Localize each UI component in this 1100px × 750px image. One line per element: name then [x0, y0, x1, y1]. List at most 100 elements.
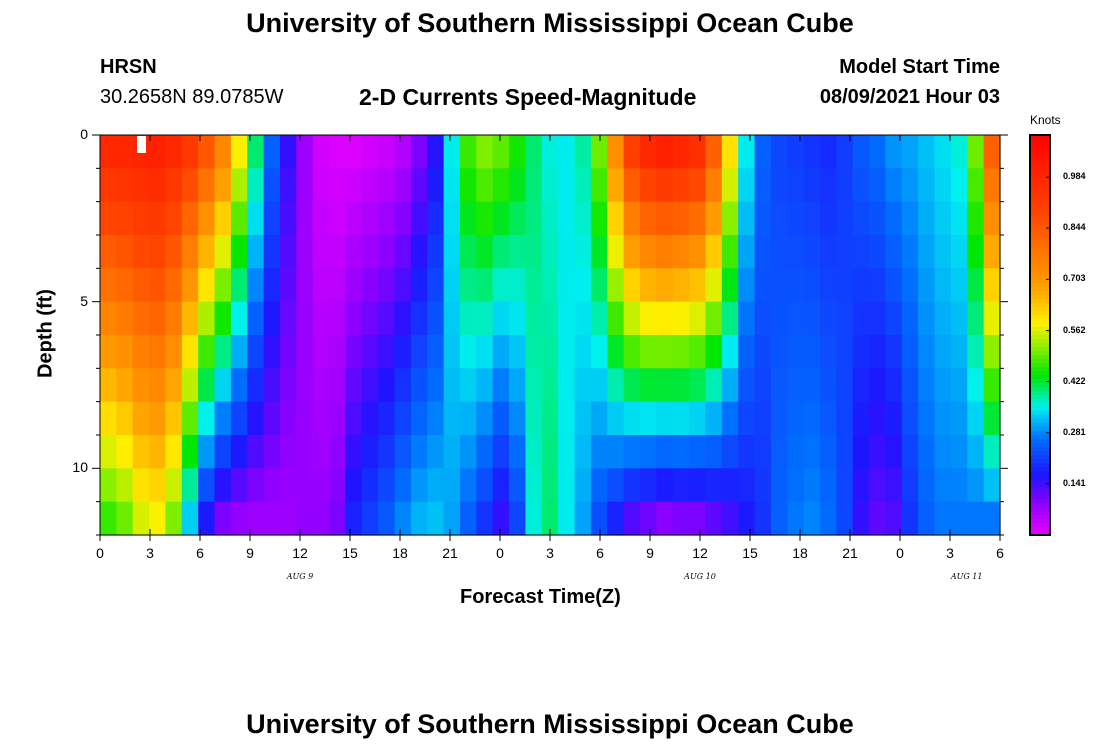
heatmap-cell — [460, 335, 477, 369]
heatmap-cell — [672, 235, 690, 269]
x-tick-label: 15 — [342, 545, 358, 561]
heatmap-cell — [983, 435, 1001, 469]
heatmap-cell — [934, 401, 952, 436]
heatmap-cell — [640, 435, 657, 469]
heatmap-cell — [656, 301, 674, 336]
heatmap-cell — [149, 235, 167, 269]
heatmap-cell — [312, 235, 330, 269]
heatmap-cell — [230, 368, 248, 403]
heatmap-cell — [640, 268, 657, 303]
heatmap-cell — [230, 268, 248, 303]
colorbar-step — [1030, 435, 1050, 440]
heatmap-cell — [754, 301, 772, 336]
colorbar-step — [1030, 203, 1050, 208]
heatmap-cell — [918, 235, 936, 269]
heatmap-cell — [574, 235, 592, 269]
heatmap-cell — [165, 301, 183, 336]
heatmap-cell — [476, 135, 494, 169]
heatmap-cell — [885, 235, 903, 269]
heatmap-cell — [836, 335, 854, 369]
heatmap-cell — [950, 501, 968, 536]
heatmap-cell — [132, 201, 150, 236]
heatmap-cell — [410, 168, 428, 203]
heatmap-cell — [492, 368, 510, 403]
heatmap-cell — [427, 368, 445, 403]
colorbar-step — [1030, 155, 1050, 160]
heatmap-cell — [803, 268, 821, 303]
heatmap-cell — [280, 468, 297, 503]
heatmap-cell — [263, 401, 281, 436]
heatmap-cell — [132, 301, 150, 336]
heatmap-cell — [460, 135, 477, 169]
heatmap-cell — [263, 135, 281, 169]
heatmap-cell — [640, 201, 657, 236]
heatmap-cell — [918, 201, 936, 236]
colorbar-step — [1030, 163, 1050, 168]
y-tick-label: 0 — [80, 126, 88, 142]
heatmap-cell — [770, 268, 788, 303]
heatmap-cell — [541, 301, 559, 336]
colorbar-step — [1030, 503, 1050, 508]
heatmap-cell — [623, 335, 641, 369]
heatmap-cell — [329, 468, 347, 503]
heatmap-cell — [705, 501, 723, 536]
heatmap-cell — [574, 201, 592, 236]
heatmap-cell — [361, 335, 379, 369]
heatmap-cell — [378, 368, 396, 403]
heatmap-cell — [640, 501, 657, 536]
heatmap-cell — [852, 435, 870, 469]
heatmap-cell — [149, 268, 167, 303]
heatmap-cell — [329, 501, 347, 536]
colorbar-label: 0.844 — [1063, 222, 1086, 233]
heatmap-cell — [214, 235, 232, 269]
heatmap-cell — [836, 301, 854, 336]
heatmap-cell — [541, 501, 559, 536]
colorbar-step — [1030, 495, 1050, 500]
heatmap-cell — [967, 368, 985, 403]
heatmap-cell — [181, 335, 199, 369]
heatmap-cell — [967, 435, 985, 469]
heatmap-cell — [820, 435, 837, 469]
heatmap-cell — [934, 168, 952, 203]
heatmap-cell — [754, 201, 772, 236]
heatmap-cell — [410, 335, 428, 369]
heatmap-cell — [116, 368, 134, 403]
heatmap-cell — [443, 235, 461, 269]
heatmap-cell — [607, 201, 625, 236]
heatmap-cell — [214, 135, 232, 169]
colorbar-step — [1030, 363, 1050, 368]
x-tick-label: 3 — [546, 545, 554, 561]
heatmap-cell — [770, 201, 788, 236]
heatmap-cell — [558, 235, 576, 269]
heatmap-cell — [181, 368, 199, 403]
heatmap-cell — [689, 168, 707, 203]
heatmap-cell — [640, 368, 657, 403]
colorbar-step — [1030, 255, 1050, 260]
heatmap-cell — [738, 168, 756, 203]
heatmap-cell — [410, 468, 428, 503]
heatmap-cell — [983, 501, 1001, 536]
heatmap-cell — [230, 135, 248, 169]
heatmap-cell — [525, 168, 543, 203]
heatmap-cell — [869, 235, 887, 269]
heatmap-cell — [558, 401, 576, 436]
heatmap-cell — [721, 135, 739, 169]
heatmap-cell — [820, 168, 837, 203]
heatmap-cell — [607, 368, 625, 403]
heatmap-cell — [247, 135, 265, 169]
heatmap-cell — [803, 468, 821, 503]
x-tick-label: 3 — [946, 545, 954, 561]
heatmap-cell — [607, 501, 625, 536]
heatmap-cell — [132, 501, 150, 536]
heatmap-cell — [100, 201, 117, 236]
heatmap-cell — [361, 268, 379, 303]
heatmap-cell — [672, 201, 690, 236]
heatmap-cell — [132, 235, 150, 269]
heatmap-cell — [918, 268, 936, 303]
heatmap-cell — [280, 135, 297, 169]
heatmap-cell — [230, 235, 248, 269]
heatmap-cell — [509, 368, 527, 403]
heatmap-cell — [165, 435, 183, 469]
heatmap-cell — [427, 235, 445, 269]
heatmap-cell — [705, 401, 723, 436]
